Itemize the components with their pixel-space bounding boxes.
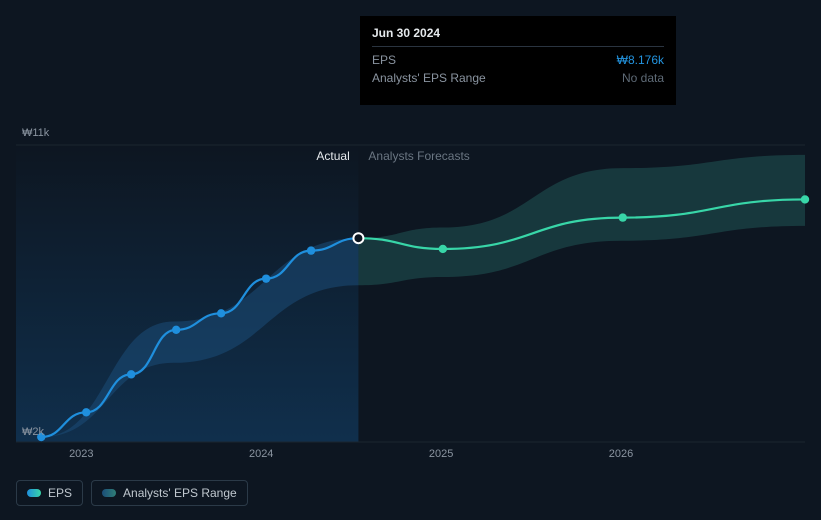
tooltip-date: Jun 30 2024 [372,26,664,47]
x-axis-label: 2025 [429,448,453,460]
region-label-actual: Actual [316,149,349,163]
y-axis-label-top: ₩11k [22,127,49,139]
chart-legend: EPS Analysts' EPS Range [16,480,248,506]
legend-label: EPS [48,486,72,500]
x-axis-label: 2026 [609,448,633,460]
tooltip-label: Analysts' EPS Range [372,71,486,85]
chart-tooltip: Jun 30 2024 EPS ₩8.176k Analysts' EPS Ra… [360,16,676,105]
tooltip-value-range: No data [622,71,664,85]
eps-chart: Jun 30 2024 EPS ₩8.176k Analysts' EPS Ra… [0,0,821,520]
legend-item-range[interactable]: Analysts' EPS Range [91,480,248,506]
legend-swatch-range [102,489,116,497]
tooltip-value-eps: ₩8.176k [617,53,664,67]
legend-label: Analysts' EPS Range [123,486,237,500]
x-axis-label: 2023 [69,448,93,460]
tooltip-row-eps: EPS ₩8.176k [372,51,664,69]
region-label-forecast: Analysts Forecasts [368,149,469,163]
y-axis-label-bottom: ₩2k [22,426,44,438]
legend-swatch-eps [27,489,41,497]
x-axis-label: 2024 [249,448,273,460]
tooltip-row-range: Analysts' EPS Range No data [372,69,664,87]
tooltip-label: EPS [372,53,396,67]
legend-item-eps[interactable]: EPS [16,480,83,506]
